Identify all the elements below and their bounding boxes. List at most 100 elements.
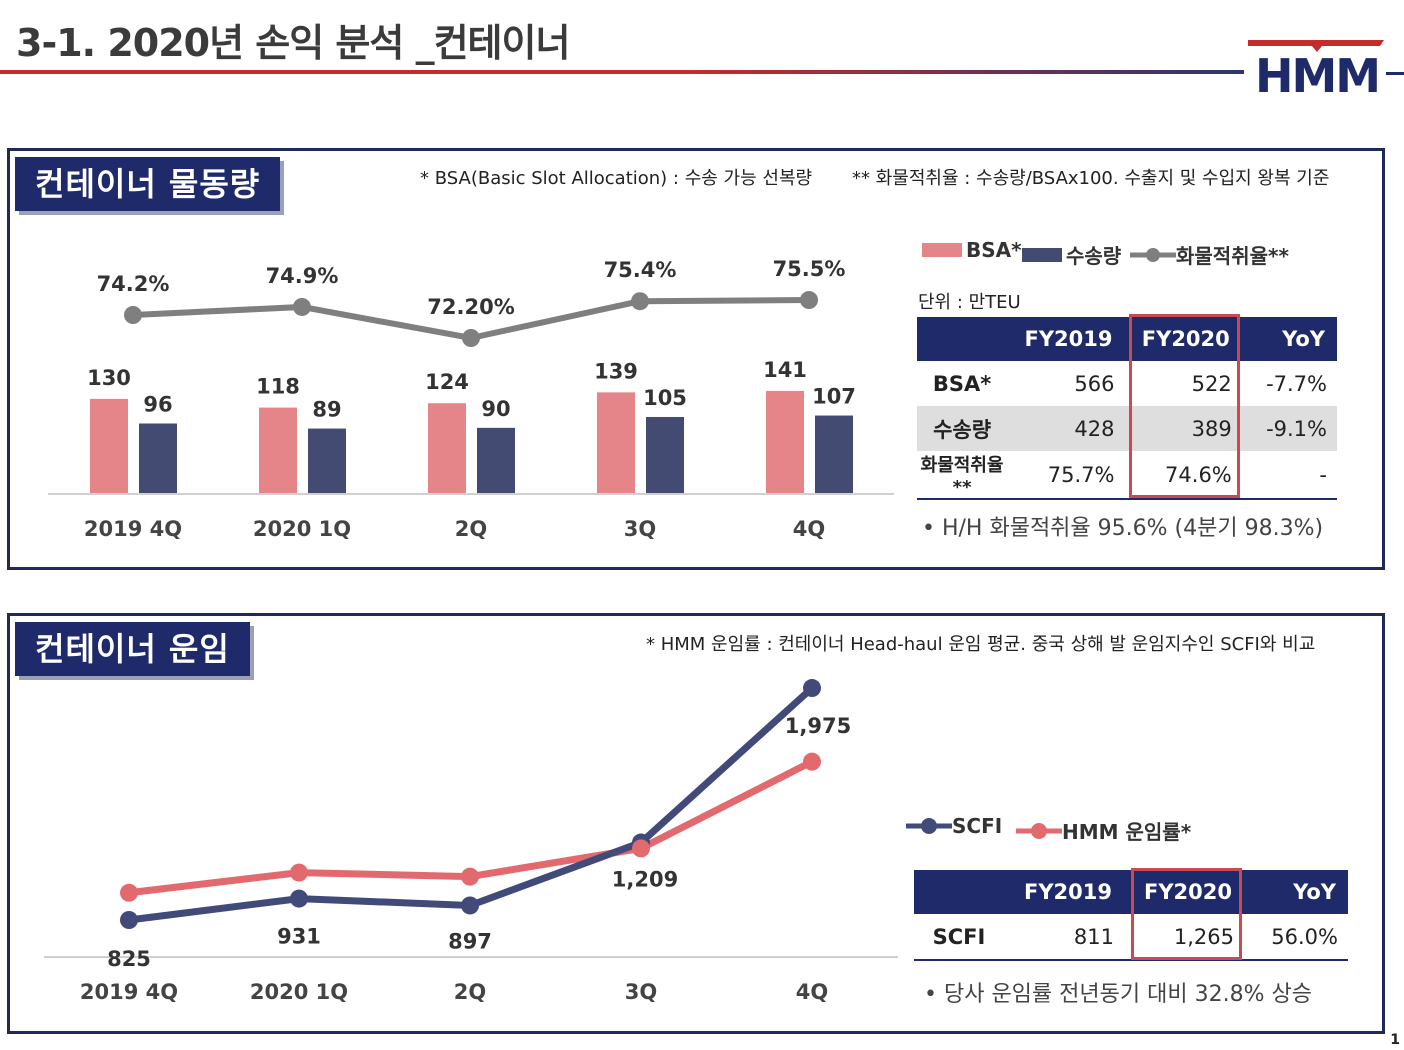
ratio-point <box>800 291 818 310</box>
row-label: 화물적취율** <box>920 455 1004 498</box>
cell: 75.7% <box>1047 462 1115 487</box>
ratio-note: ** 화물적취율 : 수송량/BSAx100. 수출지 및 수입지 왕복 기준 <box>852 168 1330 189</box>
hmm-rate-point <box>461 867 479 886</box>
bar-volume-label: 105 <box>643 386 687 410</box>
ratio-point <box>631 292 649 311</box>
ratio-point-label: 75.5% <box>773 257 846 281</box>
title-rule <box>0 70 1244 74</box>
bar-volume <box>646 416 684 493</box>
bar-bsa <box>90 398 128 493</box>
x-tick-label: 2020 1Q <box>253 517 351 541</box>
bar-volume <box>308 428 346 493</box>
cell: 522 <box>1191 371 1232 396</box>
x-tick-label: 2Q <box>454 980 486 1004</box>
rate-fy2020-highlight <box>1131 868 1242 960</box>
volume-fy2020-highlight <box>1129 314 1240 498</box>
hmm-logo: HMM <box>1248 40 1384 96</box>
legend-ratio: 화물적취율** <box>1130 240 1289 269</box>
table-row: 수송량 428 389 -9.1% <box>917 406 1337 451</box>
ratio-point-label: 74.9% <box>266 264 339 288</box>
cell: -7.7% <box>1266 371 1327 396</box>
legend-hmm-label: HMM 운임률* <box>1062 820 1192 844</box>
bar-volume-label: 107 <box>812 385 856 409</box>
rate-bullet: • 당사 운임률 전년동기 대비 32.8% 상승 <box>924 982 1312 1007</box>
x-tick-label: 2Q <box>455 517 487 541</box>
volume-table-header: FY2019 FY2020 YoY <box>917 317 1337 361</box>
legend-volume-label: 수송량 <box>1066 244 1122 268</box>
x-tick-label: 3Q <box>625 980 657 1004</box>
cell: 1,265 <box>1173 924 1234 949</box>
table-row: BSA* 566 522 -7.7% <box>917 361 1337 406</box>
volume-th-blank <box>917 317 1008 361</box>
ratio-point <box>124 306 142 324</box>
volume-table: FY2019 FY2020 YoY BSA* 566 522 -7.7% 수송량… <box>917 317 1337 500</box>
rate-th-fy2020: FY2020 <box>1123 870 1244 914</box>
ratio-point <box>462 329 480 347</box>
logo-rule <box>1386 72 1404 75</box>
legend-scfi-marker <box>906 818 952 834</box>
ratio-point-label: 74.2% <box>97 272 170 296</box>
bar-bsa-label: 141 <box>763 358 807 382</box>
rate-panel-label: 컨테이너 운임 <box>15 622 250 676</box>
scfi-point <box>290 889 308 908</box>
volume-th-fy2019: FY2019 <box>1007 317 1125 361</box>
bar-volume <box>139 423 177 493</box>
scfi-point <box>461 896 479 915</box>
x-tick-label: 3Q <box>624 517 656 541</box>
bar-bsa-label: 124 <box>425 370 469 394</box>
bar-volume <box>477 427 515 493</box>
logo-text: HMM <box>1255 49 1379 96</box>
x-tick-label: 2020 1Q <box>250 980 348 1004</box>
bar-bsa <box>597 392 635 493</box>
rate-th-fy2019: FY2019 <box>1004 870 1124 914</box>
legend-volume: 수송량 <box>1022 240 1121 269</box>
volume-th-yoy: YoY <box>1241 317 1337 361</box>
scfi-point-label: 825 <box>107 947 151 971</box>
page-number: 1 <box>1390 1032 1400 1048</box>
cell: 74.6% <box>1165 462 1232 487</box>
x-tick-label: 4Q <box>796 980 828 1004</box>
rate-th-yoy: YoY <box>1243 870 1348 914</box>
legend-scfi-label: SCFI <box>952 814 1003 838</box>
hmm-rate-point <box>632 839 650 858</box>
volume-panel <box>7 148 1385 570</box>
cell: 56.0% <box>1271 924 1338 949</box>
legend-hmm-marker <box>1016 822 1062 839</box>
rate-panel <box>7 613 1385 1034</box>
legend-ratio-label: 화물적취율** <box>1176 244 1289 268</box>
legend-volume-swatch <box>1022 247 1062 262</box>
x-tick-label: 2019 4Q <box>80 980 178 1004</box>
cell: 428 <box>1007 406 1125 451</box>
bar-bsa <box>259 407 297 493</box>
rate-table-header: FY2019 FY2020 YoY <box>914 870 1348 914</box>
ratio-point-label: 72.20% <box>427 295 514 319</box>
scfi-point-label: 1,975 <box>785 714 851 738</box>
scfi-point <box>803 679 821 698</box>
x-tick-label: 4Q <box>793 517 825 541</box>
bar-bsa <box>428 403 466 493</box>
bar-volume-label: 96 <box>143 392 172 416</box>
rate-note: * HMM 운임률 : 컨테이너 Head-haul 운임 평균. 중국 상해 … <box>646 634 1316 655</box>
bar-volume <box>815 415 853 493</box>
volume-panel-label: 컨테이너 물동량 <box>15 157 281 211</box>
bar-bsa-label: 118 <box>256 375 300 399</box>
legend-hmm: HMM 운임률* <box>1016 816 1191 845</box>
x-tick-label: 2019 4Q <box>84 517 182 541</box>
scfi-point-label: 931 <box>277 925 321 949</box>
legend-bsa-label: BSA* <box>966 238 1022 262</box>
row-label: BSA* <box>932 371 992 396</box>
bar-bsa-label: 139 <box>594 359 638 383</box>
volume-th-fy2020: FY2020 <box>1124 317 1242 361</box>
bar-bsa-label: 130 <box>87 366 131 390</box>
scfi-point-label: 897 <box>448 929 492 953</box>
row-label: 수송량 <box>917 406 1008 451</box>
legend-scfi: SCFI <box>906 814 1002 838</box>
row-label: SCFI <box>932 924 986 949</box>
page-title: 3-1. 2020년 손익 분석 _컨테이너 <box>16 21 570 65</box>
hmm-rate-point <box>290 863 308 882</box>
legend-bsa-swatch <box>922 243 962 257</box>
cell: 389 <box>1124 406 1242 451</box>
bar-volume-label: 90 <box>481 397 510 421</box>
